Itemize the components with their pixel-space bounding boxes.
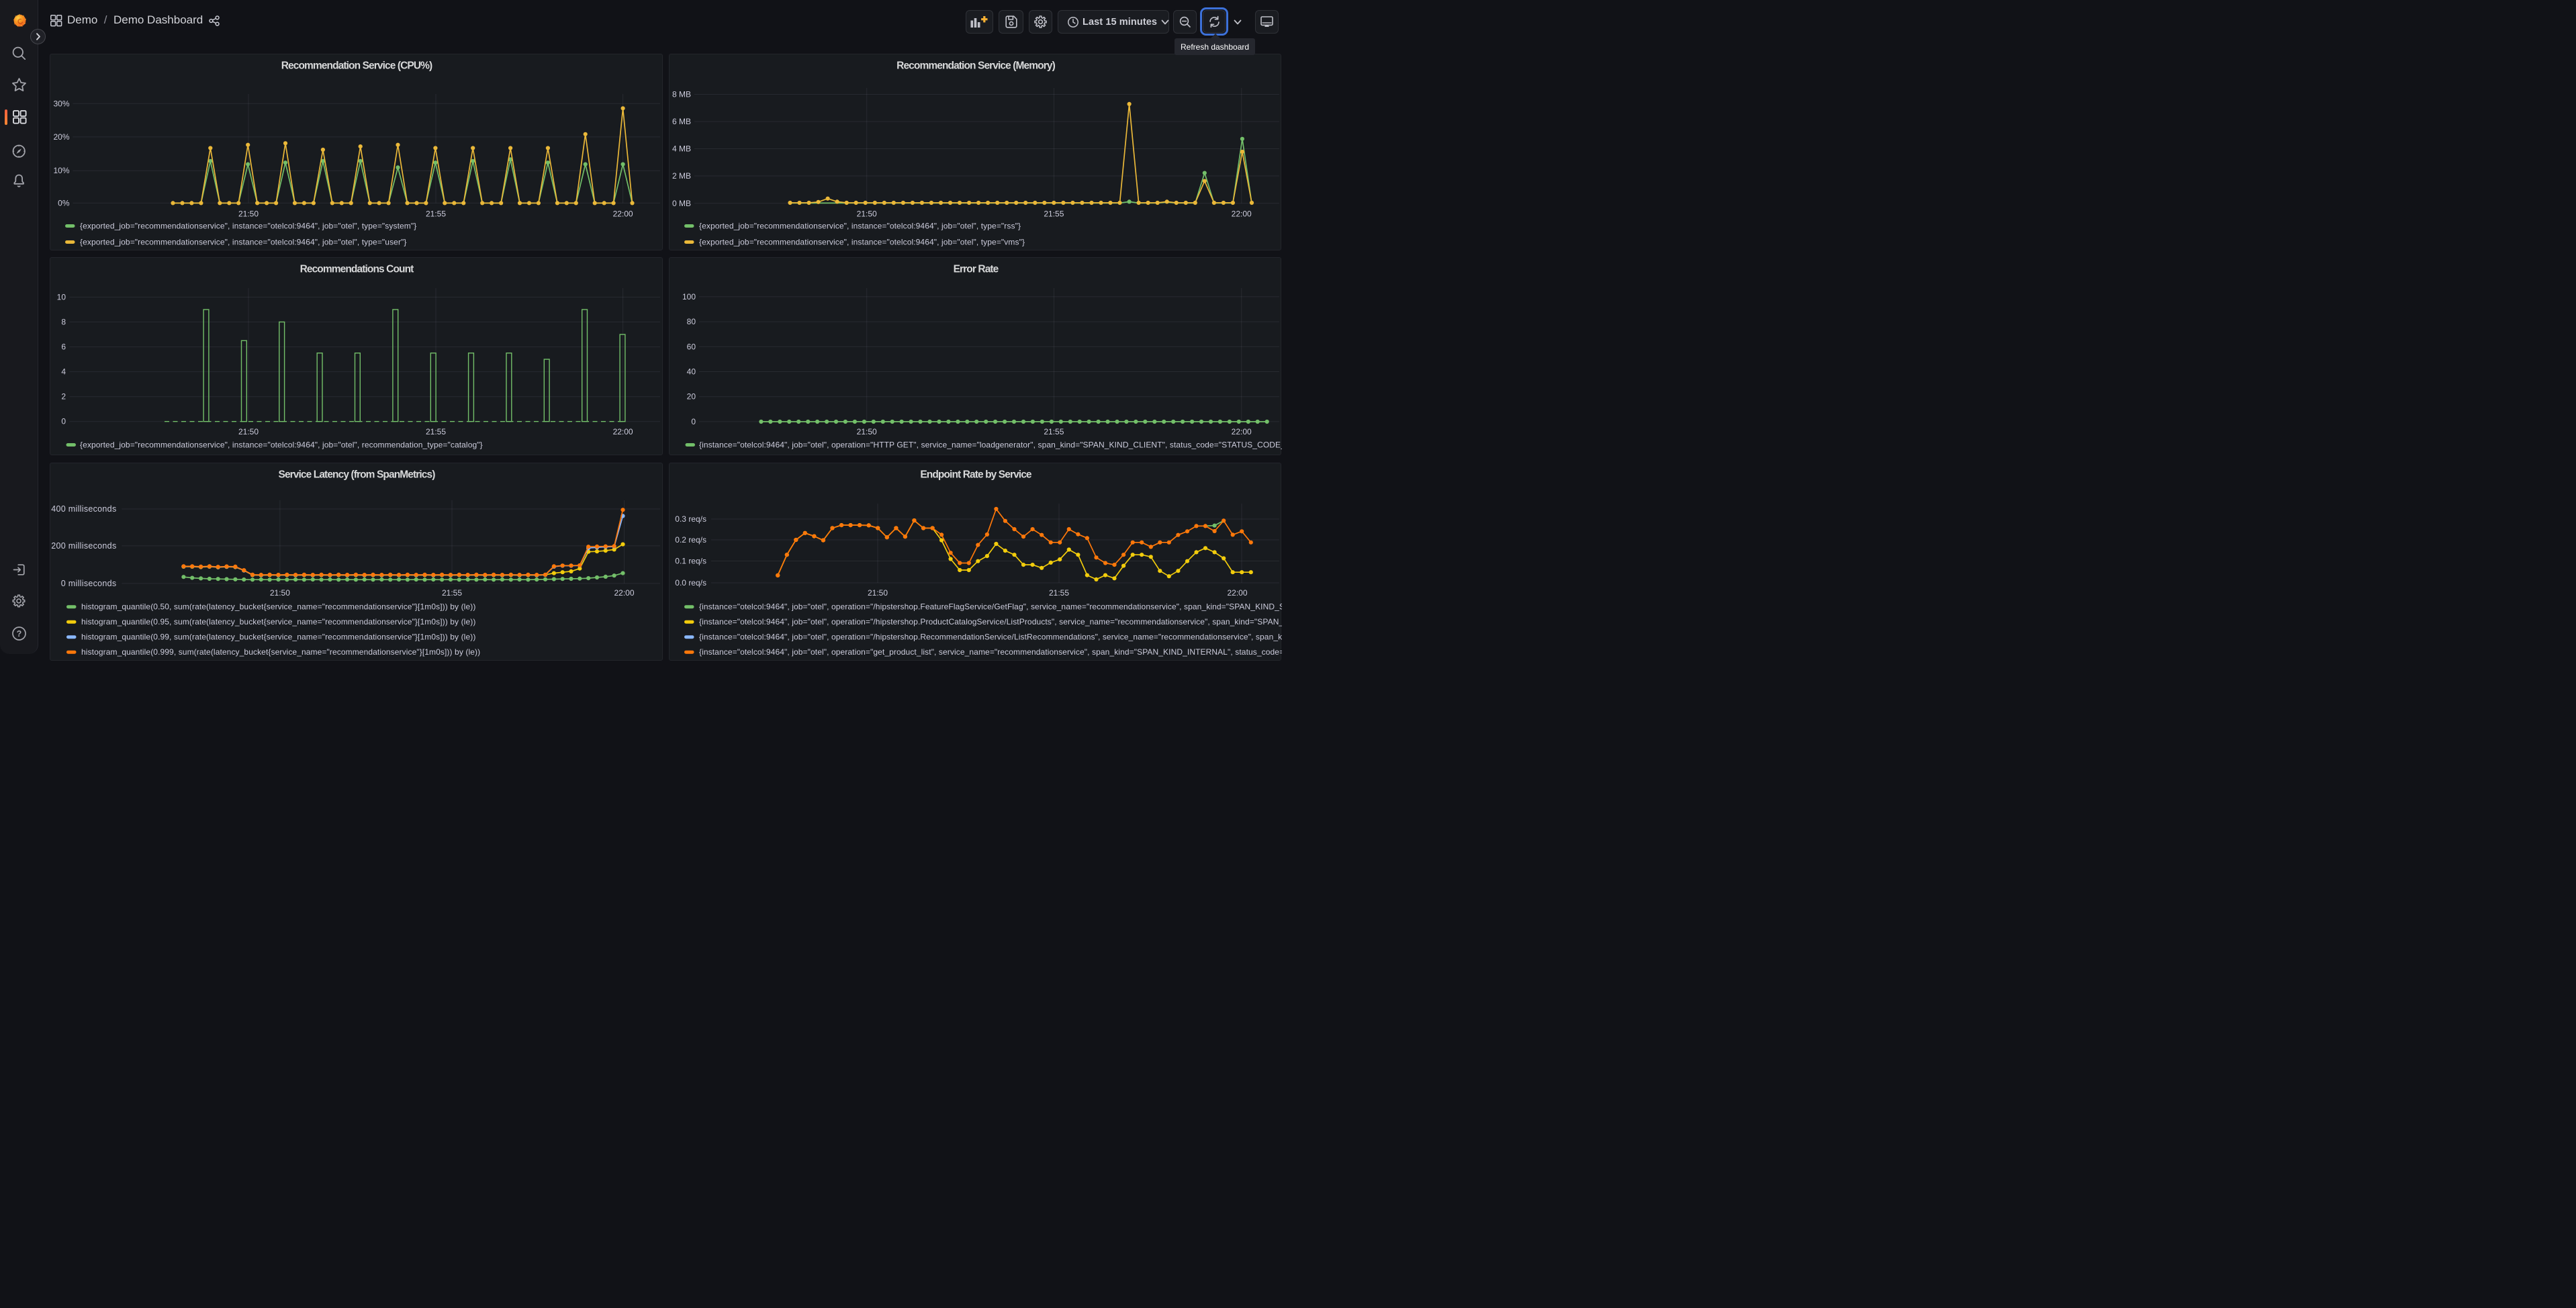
svg-text:20: 20 [687,392,696,402]
svg-text:21:50: 21:50 [868,588,888,598]
svg-text:21:55: 21:55 [426,209,446,218]
svg-text:60: 60 [687,342,696,351]
svg-text:30%: 30% [53,99,69,108]
svg-text:400 milliseconds: 400 milliseconds [51,504,116,514]
svg-text:22:00: 22:00 [1227,588,1247,598]
svg-text:0.1 req/s: 0.1 req/s [675,556,706,565]
svg-text:21:50: 21:50 [857,209,877,218]
svg-text:{exported_job="recommendations: {exported_job="recommendationservice", i… [699,221,1021,230]
svg-text:0 MB: 0 MB [672,198,691,207]
svg-text:21:50: 21:50 [238,427,259,436]
svg-text:22:00: 22:00 [613,209,633,218]
svg-text:Recommendation Service (Memory: Recommendation Service (Memory) [896,60,1055,71]
svg-text:histogram_quantile(0.95, sum(r: histogram_quantile(0.95, sum(rate(latenc… [81,617,475,626]
svg-text:histogram_quantile(0.99, sum(r: histogram_quantile(0.99, sum(rate(latenc… [81,632,475,641]
svg-text:2 MB: 2 MB [672,171,691,181]
svg-text:4: 4 [61,367,66,377]
svg-text:0.2 req/s: 0.2 req/s [675,535,706,545]
svg-text:histogram_quantile(0.50, sum(r: histogram_quantile(0.50, sum(rate(latenc… [81,602,475,611]
svg-text:Endpoint Rate by Service: Endpoint Rate by Service [920,469,1032,480]
svg-text:0: 0 [691,417,696,426]
svg-text:22:00: 22:00 [1232,209,1252,218]
svg-text:10%: 10% [53,166,69,175]
svg-text:4 MB: 4 MB [672,144,691,153]
svg-text:{exported_job="recommendations: {exported_job="recommendationservice", i… [80,237,407,246]
svg-text:0%: 0% [58,198,70,207]
svg-text:8 MB: 8 MB [672,89,691,99]
svg-text:0.0 req/s: 0.0 req/s [675,578,706,588]
svg-text:21:55: 21:55 [1044,427,1064,436]
svg-text:?: ? [16,629,21,639]
svg-text:40: 40 [687,367,696,377]
svg-text:{instance="otelcol:9464", job=: {instance="otelcol:9464", job="otel", op… [699,632,1282,641]
svg-text:80: 80 [687,317,696,326]
svg-text:0.3 req/s: 0.3 req/s [675,514,706,524]
svg-text:{exported_job="recommendations: {exported_job="recommendationservice", i… [80,221,416,230]
svg-text:0: 0 [61,417,66,426]
svg-text:21:55: 21:55 [1049,588,1069,598]
svg-text:0 milliseconds: 0 milliseconds [61,578,117,588]
svg-text:8: 8 [61,318,66,327]
svg-text:20%: 20% [53,132,69,141]
svg-text:{instance="otelcol:9464", job=: {instance="otelcol:9464", job="otel", op… [699,440,1282,450]
svg-text:{instance="otelcol:9464", job=: {instance="otelcol:9464", job="otel", op… [699,602,1282,611]
svg-text:10: 10 [57,293,66,302]
svg-text:Recommendations Count: Recommendations Count [300,264,414,275]
svg-text:21:55: 21:55 [1044,209,1064,218]
svg-text:{instance="otelcol:9464", job=: {instance="otelcol:9464", job="otel", op… [699,647,1282,657]
svg-text:21:50: 21:50 [238,209,259,218]
svg-text:6 MB: 6 MB [672,117,691,126]
svg-text:2: 2 [61,392,66,402]
svg-text:{exported_job="recommendations: {exported_job="recommendationservice", i… [80,440,483,450]
svg-text:21:55: 21:55 [426,427,446,436]
svg-text:Service Latency (from SpanMetr: Service Latency (from SpanMetrics) [279,469,436,480]
svg-text:22:00: 22:00 [613,427,633,436]
svg-text:22:00: 22:00 [1232,427,1252,436]
svg-text:21:50: 21:50 [857,427,877,436]
svg-text:21:50: 21:50 [270,588,290,598]
svg-text:100: 100 [682,292,696,301]
svg-text:histogram_quantile(0.999, sum(: histogram_quantile(0.999, sum(rate(laten… [81,647,480,657]
svg-text:{exported_job="recommendations: {exported_job="recommendationservice", i… [699,237,1025,246]
svg-text:{instance="otelcol:9464", job=: {instance="otelcol:9464", job="otel", op… [699,617,1282,626]
svg-text:Recommendation Service (CPU%): Recommendation Service (CPU%) [281,60,432,71]
svg-text:6: 6 [61,342,66,352]
svg-text:22:00: 22:00 [614,588,634,598]
svg-text:21:55: 21:55 [442,588,462,598]
svg-text:Error Rate: Error Rate [954,264,999,275]
svg-text:200 milliseconds: 200 milliseconds [51,541,116,550]
